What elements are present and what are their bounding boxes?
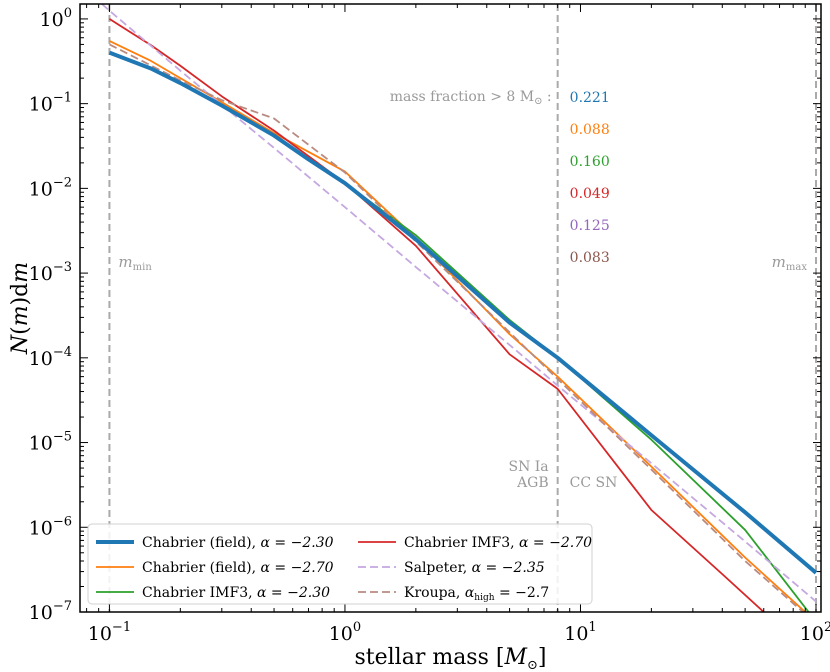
series-line-5: [109, 43, 804, 612]
legend: Chabrier (field), α = −2.30 Chabrier (fie…: [87, 523, 593, 605]
series-line-3: [108, 18, 765, 612]
mass-fraction-value: 0.221: [570, 90, 610, 106]
mass-fraction-value: 0.049: [570, 186, 610, 202]
legend-label: Kroupa, αhigh = −2.7: [404, 585, 549, 603]
cc-sn-label: CC SN: [570, 475, 618, 491]
legend-label: Chabrier (field), α = −2.30: [142, 535, 334, 551]
y-tick-label: 10−4: [29, 345, 72, 370]
x-tick-label: 10−1: [88, 620, 131, 645]
axes-frame: [79, 3, 822, 613]
axis-ticks: 10−1 100 101 102 100 10−1 10−2 10−3 10−4 10−5 10−6…: [29, 4, 830, 645]
m-max-label: mmax: [772, 253, 808, 273]
y-tick-label: 10−6: [29, 514, 72, 539]
y-tick-label: 10−2: [29, 175, 72, 200]
x-axis-label: stellar mass [M⊙]: [354, 645, 546, 672]
legend-label: Chabrier (field), α = −2.70: [142, 560, 334, 576]
agb-label: AGB: [516, 475, 549, 491]
mass-fraction-value: 0.160: [570, 154, 610, 170]
x-tick-label: 102: [800, 620, 830, 645]
y-tick-label: 10−3: [29, 260, 72, 285]
series-line-0: [108, 50, 818, 575]
mass-fraction-label: mass fraction > 8 M⊙ :: [390, 89, 552, 107]
series-lines: [101, 4, 818, 612]
mass-fraction-value: 0.088: [570, 122, 610, 138]
legend-label: Salpeter, α = −2.35: [404, 560, 545, 576]
mass-fraction-value: 0.083: [570, 250, 610, 266]
legend-label: Chabrier IMF3, α = −2.70: [404, 535, 592, 551]
x-tick-label: 101: [564, 620, 596, 645]
legend-label: Chabrier IMF3, α = −2.30: [142, 585, 330, 601]
sn-ia-label: SN Ia: [508, 459, 548, 475]
m-min-label: mmin: [118, 253, 152, 273]
axis-labels: stellar mass [M⊙] N(m)dm: [8, 262, 547, 672]
plot-frame: [79, 3, 822, 613]
y-tick-label: 10−1: [29, 91, 72, 116]
mass-fraction-value: 0.125: [570, 218, 610, 234]
y-tick-label: 100: [40, 6, 72, 31]
legend-box: [87, 523, 593, 605]
x-tick-label: 100: [329, 620, 361, 645]
y-tick-label: 10−7: [29, 599, 72, 624]
reference-lines: [108, 4, 818, 612]
y-tick-label: 10−5: [29, 430, 72, 455]
y-axis-label: N(m)dm: [8, 262, 33, 355]
series-line-4: [101, 4, 817, 603]
